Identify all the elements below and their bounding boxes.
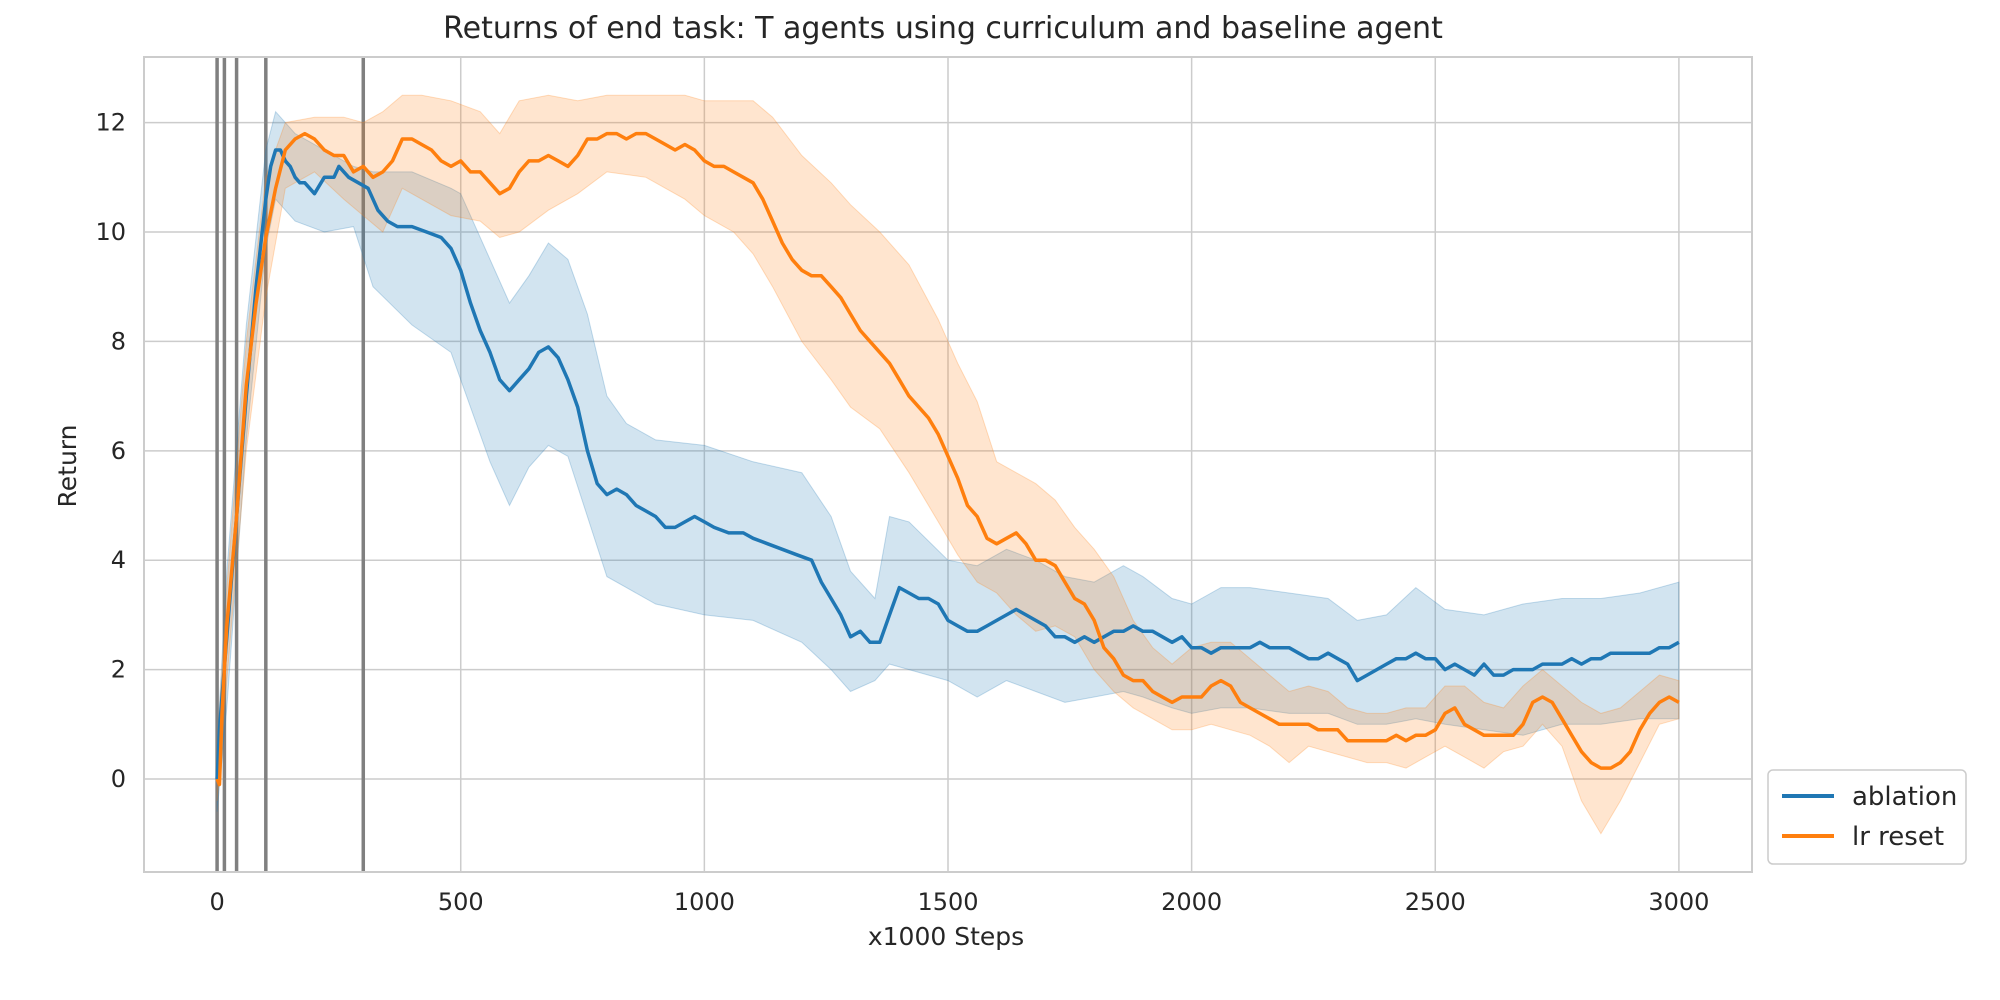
y-tick-label: 6: [111, 437, 126, 465]
x-tick-label: 3000: [1648, 888, 1709, 916]
chart-title: Returns of end task: T agents using curr…: [443, 11, 1443, 46]
legend: ablation lr reset: [1767, 769, 1967, 865]
curriculum-vertical-lines: [215, 57, 366, 872]
x-tick-label: 500: [438, 888, 484, 916]
legend-label: ablation: [1852, 782, 1957, 812]
band-lr-reset: [216, 94, 1680, 835]
x-tick-label: 2500: [1405, 888, 1466, 916]
x-tick-label: 1000: [674, 888, 735, 916]
y-tick-label: 4: [111, 546, 126, 574]
line-lr-reset: [215, 131, 1680, 787]
x-tick-label: 1500: [917, 888, 978, 916]
series-lines: [215, 131, 1680, 787]
y-tick-labels: 0 2 4 6 8 10 12: [95, 109, 126, 793]
legend-box: [1767, 769, 1967, 865]
y-tick-label: 2: [111, 656, 126, 684]
y-tick-label: 8: [111, 327, 126, 355]
plot-frame: [143, 56, 1753, 873]
confidence-bands: [216, 94, 1680, 835]
x-axis-label: x1000 Steps: [868, 922, 1024, 951]
legend-label: lr reset: [1852, 822, 1944, 852]
x-tick-label: 2000: [1161, 888, 1222, 916]
y-tick-label: 0: [111, 765, 126, 793]
y-tick-label: 10: [95, 218, 126, 246]
grid: [144, 57, 1752, 872]
x-tick-labels: 0 500 1000 1500 2000 2500 3000: [209, 888, 1709, 916]
band-ablation: [216, 110, 1680, 812]
line-ablation: [215, 148, 1680, 780]
x-tick-label: 0: [209, 888, 224, 916]
y-tick-label: 12: [95, 109, 126, 137]
y-axis-label: Return: [53, 425, 82, 508]
